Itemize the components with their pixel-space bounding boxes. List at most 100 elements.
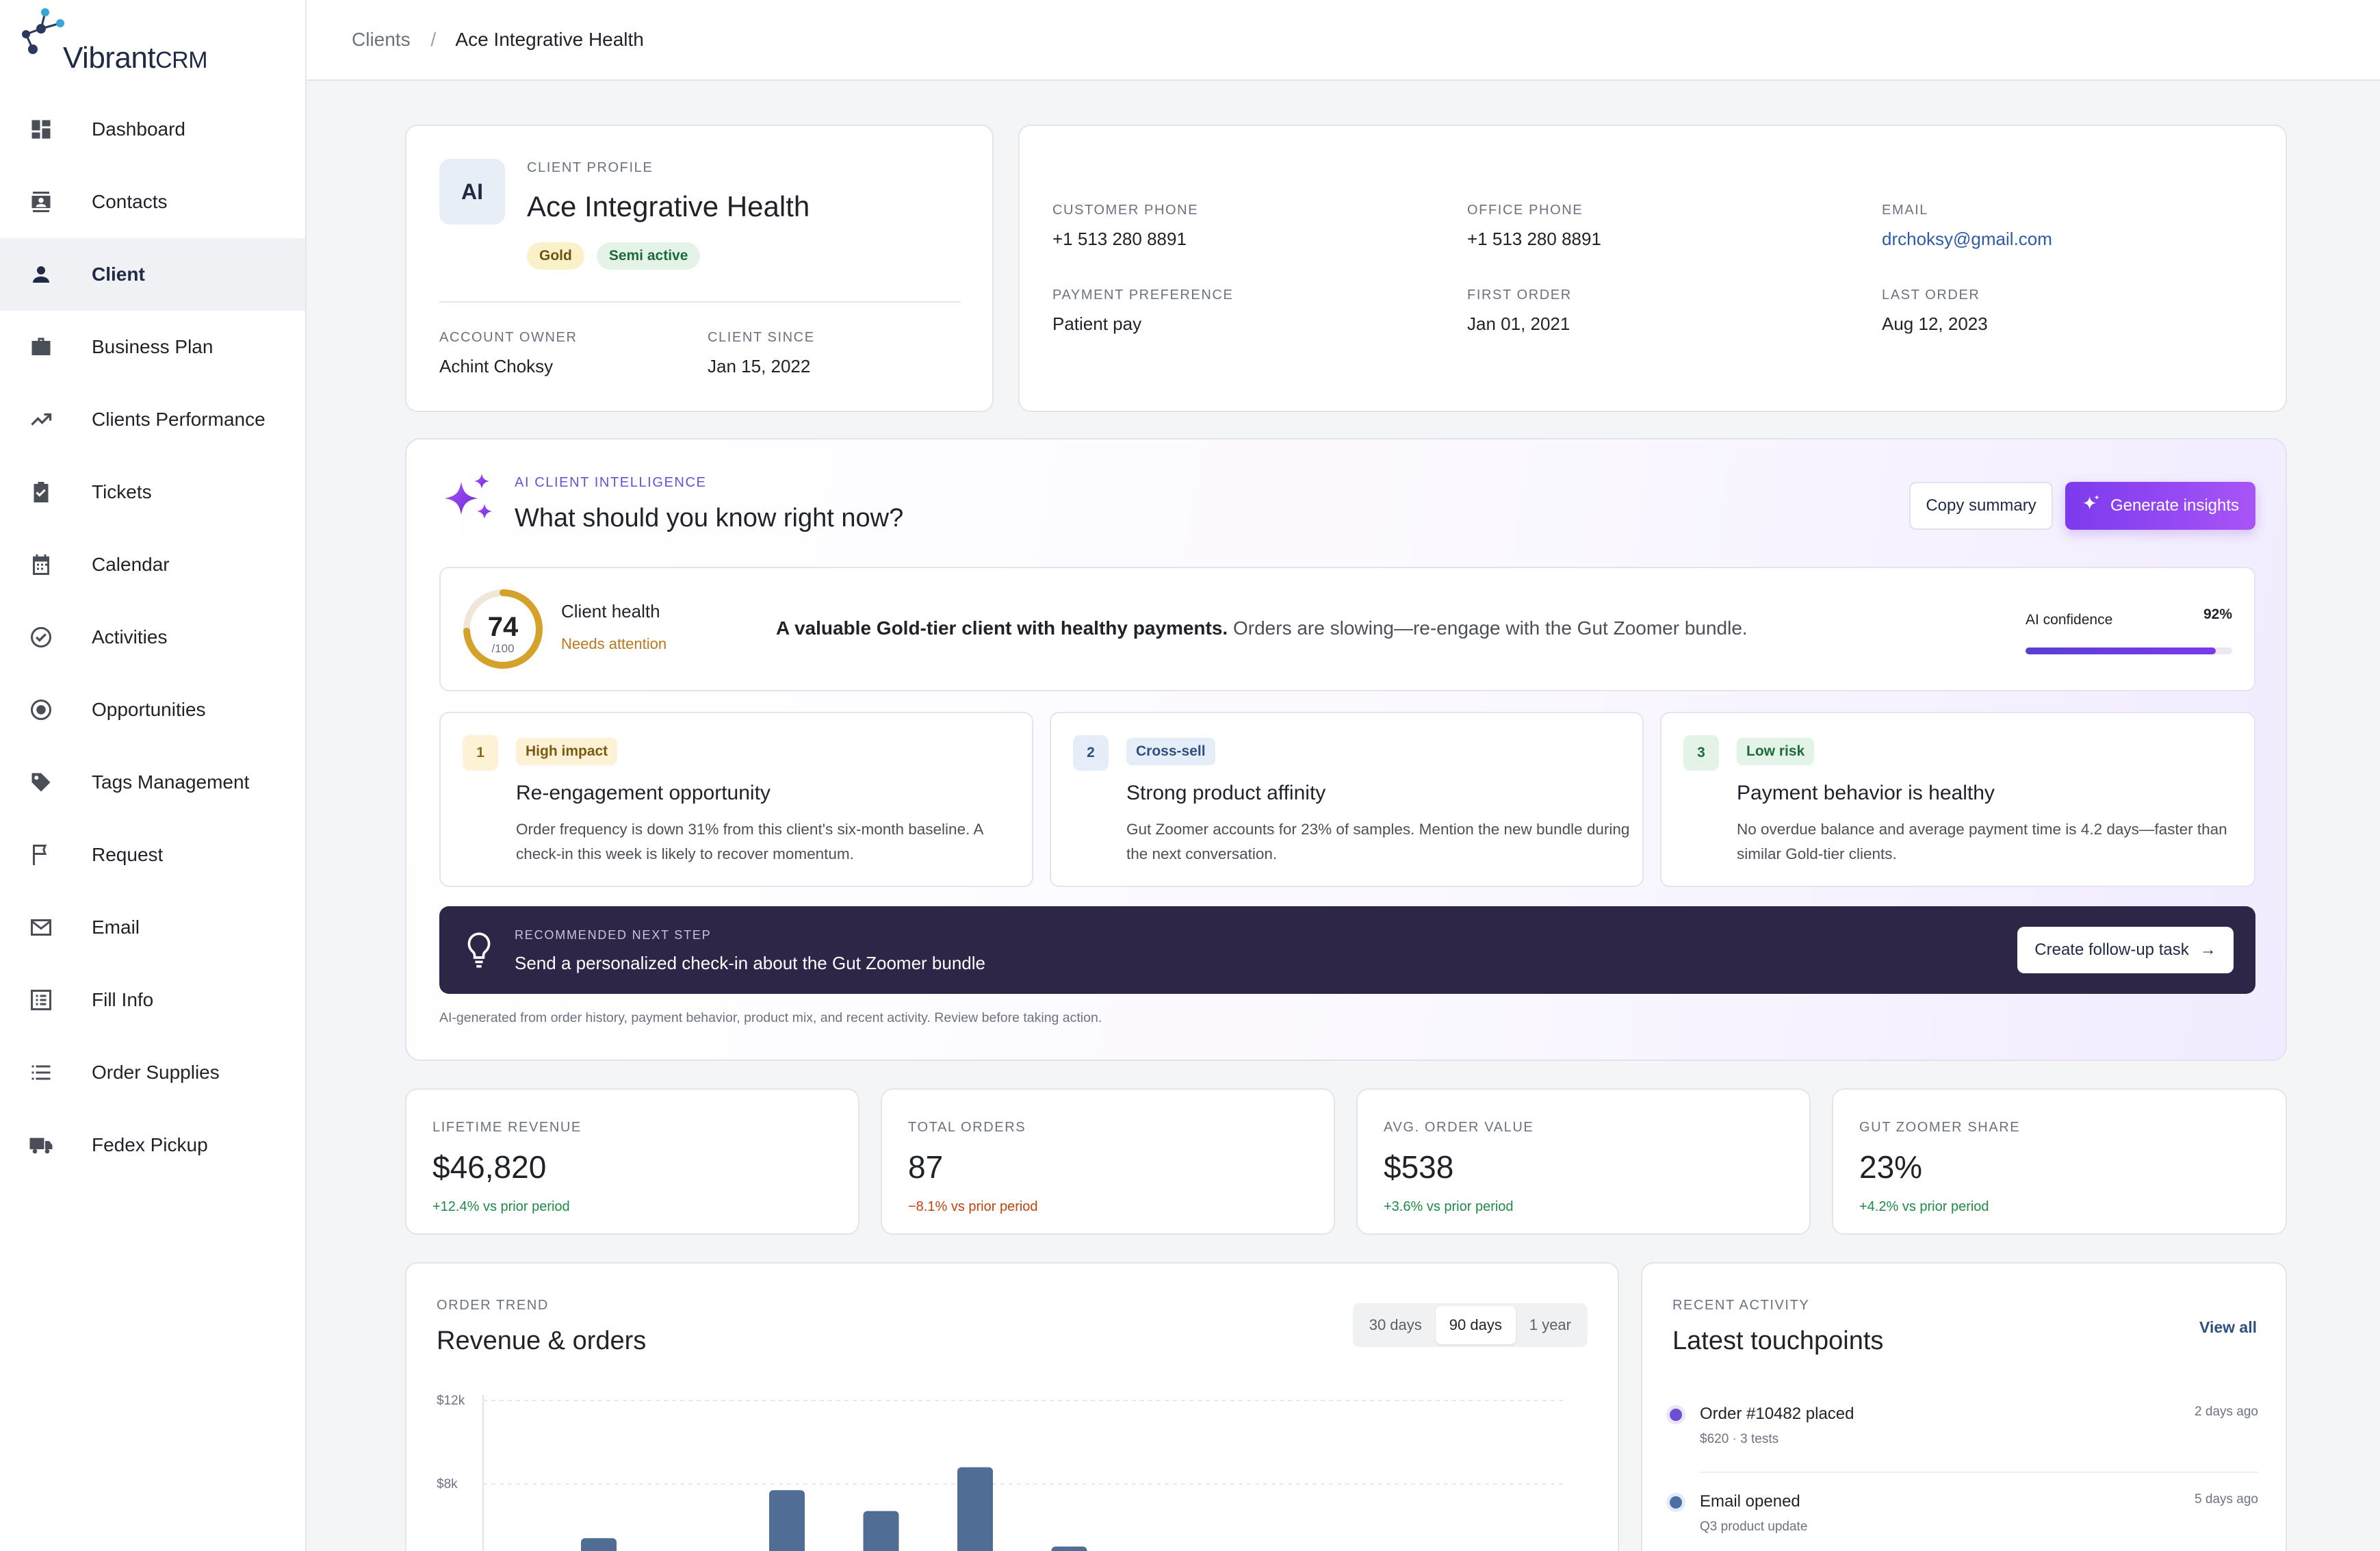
health-score-value: 74 xyxy=(487,612,519,642)
stat-value: $46,820 xyxy=(432,1149,547,1185)
view-all-link[interactable]: View all xyxy=(2199,1318,2257,1336)
sparkle-icon xyxy=(442,472,497,530)
truck-icon xyxy=(27,1131,55,1159)
stat-value: $538 xyxy=(1384,1149,1454,1185)
ai-summary: A valuable Gold-tier client with healthy… xyxy=(776,617,1748,639)
briefcase-icon xyxy=(27,333,55,361)
stat-label: GUT ZOOMER SHARE xyxy=(1859,1120,2021,1135)
insight-card-reengagement[interactable]: 1 High impact Re-engagement opportunity … xyxy=(439,712,1033,887)
app-logo[interactable]: VibrantCRM xyxy=(21,5,226,81)
range-90-days[interactable]: 90 days xyxy=(1435,1306,1516,1344)
sidebar-item-business-plan[interactable]: Business Plan xyxy=(0,311,305,383)
activity-divider xyxy=(1700,1472,2258,1473)
dashboard-icon xyxy=(27,116,55,143)
sidebar-item-label: Dashboard xyxy=(92,118,185,140)
sidebar-item-clients-performance[interactable]: Clients Performance xyxy=(0,383,305,456)
office-phone-value[interactable]: +1 513 280 8891 xyxy=(1467,229,1601,249)
first-order-label: FIRST ORDER xyxy=(1467,287,1572,303)
health-score-ring xyxy=(463,589,543,669)
revenue-orders-chart: $12k $8k xyxy=(437,1394,1563,1551)
activity-eyebrow: RECENT ACTIVITY xyxy=(1672,1298,1810,1313)
sidebar-item-contacts[interactable]: Contacts xyxy=(0,166,305,238)
sidebar-item-email[interactable]: Email xyxy=(0,891,305,964)
sidebar-item-label: Tags Management xyxy=(92,771,250,793)
sidebar-item-tags-management[interactable]: Tags Management xyxy=(0,746,305,819)
create-follow-up-task-button[interactable]: Create follow-up task → xyxy=(2017,927,2234,973)
email-link[interactable]: drchoksy@gmail.com xyxy=(1882,229,2052,249)
chart-bar xyxy=(957,1467,993,1551)
contacts-icon xyxy=(27,188,55,216)
sidebar-item-dashboard[interactable]: Dashboard xyxy=(0,93,305,166)
sidebar-item-label: Tickets xyxy=(92,481,152,502)
health-summary-box: 74 /100 Client health Needs attention A … xyxy=(439,567,2255,691)
stat-value: 87 xyxy=(908,1149,944,1185)
breadcrumb-clients-link[interactable]: Clients xyxy=(352,29,411,50)
ai-summary-detail: Orders are slowing—re-engage with the Gu… xyxy=(1228,617,1748,639)
top-bar: Clients / Ace Integrative Health xyxy=(307,0,2380,81)
activity-item[interactable]: Order #10482 placed $620 · 3 tests 2 day… xyxy=(1670,1405,2258,1466)
sidebar-item-order-supplies[interactable]: Order Supplies xyxy=(0,1036,305,1109)
insight-tag: High impact xyxy=(516,738,618,765)
activity-subtitle: Q3 product update xyxy=(1700,1520,1808,1534)
sidebar-item-client[interactable]: Client xyxy=(0,238,305,311)
range-30-days[interactable]: 30 days xyxy=(1369,1316,1422,1333)
activity-item[interactable]: Email opened Q3 product update 5 days ag… xyxy=(1670,1492,2258,1551)
range-selector: 30 days 90 days 1 year xyxy=(1352,1303,1588,1347)
activity-time: 5 days ago xyxy=(2195,1492,2258,1507)
ai-title: What should you know right now? xyxy=(515,504,904,533)
client-name: Ace Integrative Health xyxy=(527,190,810,222)
ai-summary-headline: A valuable Gold-tier client with healthy… xyxy=(776,617,1228,639)
trending-up-icon xyxy=(27,406,55,433)
logo-text: VibrantCRM xyxy=(63,41,208,75)
customer-phone-label: CUSTOMER PHONE xyxy=(1052,203,1199,218)
range-1-year[interactable]: 1 year xyxy=(1529,1316,1571,1333)
first-order-value: Jan 01, 2021 xyxy=(1467,313,1570,334)
sidebar-item-label: Fill Info xyxy=(92,989,154,1010)
chart-bar xyxy=(1051,1546,1087,1551)
generate-insights-button[interactable]: Generate insights xyxy=(2065,482,2255,530)
activity-time: 2 days ago xyxy=(2195,1405,2258,1419)
profile-badges: Gold Semi active xyxy=(527,242,701,270)
sidebar-item-fill-info[interactable]: Fill Info xyxy=(0,964,305,1036)
status-badge: Semi active xyxy=(596,242,701,270)
sidebar-item-opportunities[interactable]: Opportunities xyxy=(0,674,305,746)
breadcrumb-current: Ace Integrative Health xyxy=(455,29,644,50)
customer-phone-value[interactable]: +1 513 280 8891 xyxy=(1052,229,1187,249)
tag-icon xyxy=(27,769,55,796)
breadcrumb-separator: / xyxy=(430,29,437,50)
list-icon xyxy=(27,1059,55,1086)
ai-confidence-value: 92% xyxy=(2203,606,2232,622)
create-follow-up-task-label: Create follow-up task xyxy=(2034,940,2189,959)
stat-delta: −8.1% vs prior period xyxy=(908,1199,1038,1214)
insight-card-payment[interactable]: 3 Low risk Payment behavior is healthy N… xyxy=(1660,712,2255,887)
logo-molecule-icon xyxy=(22,8,64,54)
chart-bar xyxy=(581,1538,617,1551)
sparkle-icon xyxy=(2082,494,2101,518)
client-since-value: Jan 15, 2022 xyxy=(708,356,811,376)
profile-divider xyxy=(439,301,961,303)
sidebar-item-activities[interactable]: Activities xyxy=(0,601,305,674)
generate-insights-label: Generate insights xyxy=(2110,496,2240,515)
account-owner-value: Achint Choksy xyxy=(439,356,554,376)
chart-y-tick-label: $12k xyxy=(437,1394,465,1408)
stat-label: TOTAL ORDERS xyxy=(908,1120,1026,1135)
email-label: EMAIL xyxy=(1882,203,1929,218)
ai-footnote: AI-generated from order history, payment… xyxy=(439,1010,1102,1025)
copy-summary-button[interactable]: Copy summary xyxy=(1909,482,2053,530)
sidebar-item-label: Business Plan xyxy=(92,336,214,357)
profile-eyebrow: CLIENT PROFILE xyxy=(527,160,654,175)
last-order-value: Aug 12, 2023 xyxy=(1882,313,1988,334)
sidebar-item-label: Request xyxy=(92,844,164,865)
sidebar-item-calendar[interactable]: Calendar xyxy=(0,528,305,601)
insight-card-cross-sell[interactable]: 2 Cross-sell Strong product affinity Gut… xyxy=(1050,712,1644,887)
sidebar-item-tickets[interactable]: Tickets xyxy=(0,456,305,528)
insight-number: 1 xyxy=(463,735,498,771)
activity-title: Latest touchpoints xyxy=(1672,1326,1884,1355)
breadcrumb: Clients / Ace Integrative Health xyxy=(352,29,644,51)
office-phone-label: OFFICE PHONE xyxy=(1467,203,1583,218)
sidebar-item-request[interactable]: Request xyxy=(0,819,305,891)
stat-label: LIFETIME REVENUE xyxy=(432,1120,582,1135)
sidebar-item-fedex-pickup[interactable]: Fedex Pickup xyxy=(0,1109,305,1181)
sidebar-item-label: Fedex Pickup xyxy=(92,1134,208,1155)
calendar-icon xyxy=(27,551,55,578)
